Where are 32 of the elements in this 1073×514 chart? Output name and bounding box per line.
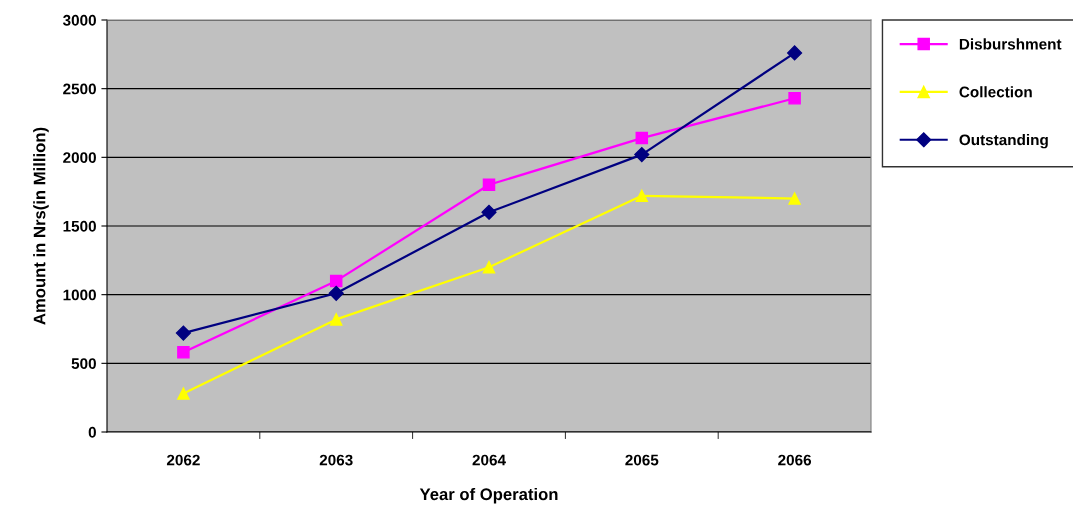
y-axis-title: Amount in Nrs(in Million) xyxy=(33,127,49,325)
point xyxy=(177,387,190,400)
x-tick-label: 2063 xyxy=(319,454,353,466)
legend-label: Disburshment xyxy=(959,38,1062,50)
point xyxy=(329,274,343,288)
x-tick-label: 2062 xyxy=(166,454,200,466)
point xyxy=(635,189,649,203)
y-tick-label: 1000 xyxy=(63,289,96,301)
point xyxy=(482,178,496,192)
x-tick-label: 2066 xyxy=(778,454,812,466)
point xyxy=(788,192,801,205)
point xyxy=(635,131,649,145)
y-tick-label: 0 xyxy=(88,426,96,438)
point xyxy=(634,147,650,163)
y-tick-label: 2000 xyxy=(63,152,96,164)
x-axis-title: Year of Operation xyxy=(419,487,558,504)
y-tick-label: 500 xyxy=(71,358,96,370)
point xyxy=(481,204,497,220)
y-tick-label: 3000 xyxy=(62,14,96,26)
y-tick-label: 1500 xyxy=(63,220,96,232)
y-tick-label: 2500 xyxy=(63,83,96,95)
point xyxy=(482,260,496,274)
point xyxy=(788,92,801,105)
legend-label: Collection xyxy=(959,86,1032,98)
point xyxy=(175,325,191,341)
point xyxy=(177,346,190,359)
legend-label: Outstanding xyxy=(959,134,1048,149)
point xyxy=(329,313,343,326)
point xyxy=(328,285,344,301)
x-tick-label: 2064 xyxy=(472,454,506,466)
point xyxy=(787,45,803,61)
x-tick-label: 2065 xyxy=(625,454,659,466)
